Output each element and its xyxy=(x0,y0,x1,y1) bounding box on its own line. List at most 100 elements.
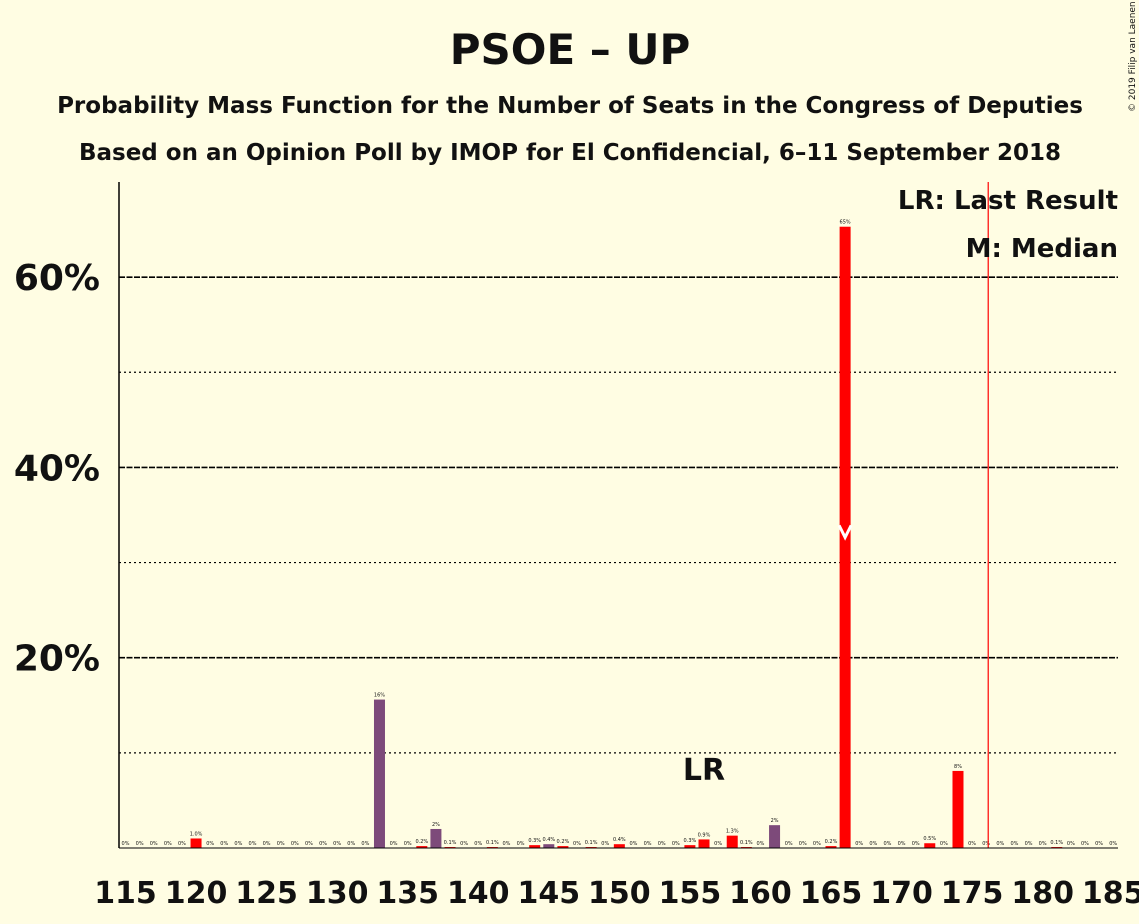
x-tick-label: 185 xyxy=(1082,876,1139,911)
bar-label-185: 0% xyxy=(1109,841,1117,847)
bar-label-172: 0.5% xyxy=(923,836,936,842)
bar-label-171: 0% xyxy=(912,841,920,847)
bar-label-128: 0% xyxy=(305,841,313,847)
x-tick-label: 135 xyxy=(376,876,439,911)
bar-label-119: 0% xyxy=(178,841,186,847)
markers: LR xyxy=(683,182,989,848)
bar-label-151: 0% xyxy=(629,841,637,847)
bar-label-140: 0% xyxy=(474,841,482,847)
bar-label-177: 0% xyxy=(996,841,1004,847)
bar-156 xyxy=(698,839,710,848)
bar-137 xyxy=(430,828,442,848)
bar-label-179: 0% xyxy=(1025,841,1033,847)
gridlines xyxy=(119,276,1118,754)
bar-label-144: 0.3% xyxy=(528,838,541,844)
bar-label-178: 0% xyxy=(1010,841,1018,847)
bar-155 xyxy=(684,845,696,848)
bar-label-156: 0.9% xyxy=(698,832,711,838)
bar-labels: 0% 0% 0% 0% 0% 1.0% 0% 0% 0% 0% 0% 0% 0% 0% 0% 0% 0% 0% 16… xyxy=(122,220,1118,847)
x-tick-label: 115 xyxy=(94,876,157,911)
chart-source: Based on an Opinion Poll by IMOP for El … xyxy=(79,140,1061,166)
bar-label-154: 0% xyxy=(672,841,680,847)
bar-label-132: 0% xyxy=(361,841,369,847)
bar-label-141: 0.1% xyxy=(486,840,499,846)
bar-174 xyxy=(952,770,964,848)
x-tick-label: 175 xyxy=(941,876,1004,911)
bar-label-176: 0% xyxy=(982,841,990,847)
bar-label-148: 0.1% xyxy=(585,840,598,846)
x-tick-label: 180 xyxy=(1011,876,1074,911)
bar-label-182: 0% xyxy=(1067,841,1075,847)
x-tick-label: 150 xyxy=(588,876,651,911)
bar-label-166: 65% xyxy=(840,220,851,226)
bar-label-143: 0% xyxy=(517,841,525,847)
x-tick-label: 145 xyxy=(517,876,580,911)
bar-label-118: 0% xyxy=(164,841,172,847)
bar-label-152: 0% xyxy=(644,841,652,847)
bar-label-147: 0% xyxy=(573,841,581,847)
bar-label-158: 1.3% xyxy=(726,829,739,835)
bar-label-183: 0% xyxy=(1081,841,1089,847)
y-axis-ticks: 20% 40% 60% xyxy=(14,258,100,680)
bar-label-155: 0.3% xyxy=(684,838,697,844)
bar-label-136: 0.2% xyxy=(415,839,428,845)
bar-label-180: 0% xyxy=(1039,841,1047,847)
bar-133 xyxy=(373,699,385,848)
bar-label-170: 0% xyxy=(898,841,906,847)
bar-158 xyxy=(726,835,738,848)
bar-label-126: 0% xyxy=(277,841,285,847)
bar-label-173: 0% xyxy=(940,841,948,847)
bar-label-164: 0% xyxy=(813,841,821,847)
bar-label-117: 0% xyxy=(150,841,158,847)
bar-120 xyxy=(190,838,202,848)
bar-label-146: 0.2% xyxy=(557,839,570,845)
bar-label-184: 0% xyxy=(1095,841,1103,847)
bar-136 xyxy=(416,846,428,848)
bar-label-137: 2% xyxy=(432,822,440,828)
bar-172 xyxy=(924,843,936,848)
bar-150 xyxy=(613,844,625,848)
bar-161 xyxy=(769,825,781,848)
bar-label-165: 0.2% xyxy=(825,839,838,845)
bar-label-181: 0.1% xyxy=(1050,840,1063,846)
bar-label-174: 8% xyxy=(954,764,962,770)
y-tick-label: 60% xyxy=(14,258,100,299)
legend-median: M: Median xyxy=(966,234,1118,264)
bar-label-134: 0% xyxy=(390,841,398,847)
bar-label-121: 0% xyxy=(206,841,214,847)
bar-label-139: 0% xyxy=(460,841,468,847)
bar-label-130: 0% xyxy=(333,841,341,847)
bar-label-150: 0.4% xyxy=(613,837,626,843)
bar-label-163: 0% xyxy=(799,841,807,847)
bar-label-167: 0% xyxy=(855,841,863,847)
bar-label-123: 0% xyxy=(234,841,242,847)
bar-label-142: 0% xyxy=(503,841,511,847)
bar-label-145: 0.4% xyxy=(542,837,555,843)
bar-label-169: 0% xyxy=(883,841,891,847)
chart-subtitle: Probability Mass Function for the Number… xyxy=(57,93,1083,119)
bar-146 xyxy=(557,846,569,848)
bar-label-122: 0% xyxy=(220,841,228,847)
bar-label-135: 0% xyxy=(404,841,412,847)
bars xyxy=(190,226,1063,848)
bar-label-124: 0% xyxy=(249,841,257,847)
x-tick-label: 125 xyxy=(235,876,298,911)
x-tick-label: 155 xyxy=(659,876,722,911)
bar-label-116: 0% xyxy=(136,841,144,847)
x-tick-label: 160 xyxy=(729,876,792,911)
bar-label-161: 2% xyxy=(771,818,779,824)
x-tick-label: 170 xyxy=(870,876,933,911)
median-marker xyxy=(837,524,853,541)
bar-label-157: 0% xyxy=(714,841,722,847)
x-tick-label: 165 xyxy=(800,876,863,911)
bar-label-162: 0% xyxy=(785,841,793,847)
bar-label-120: 1.0% xyxy=(190,831,203,837)
bar-144 xyxy=(529,845,541,848)
bar-145 xyxy=(543,844,555,848)
x-axis-ticks: 115 120 125 130 135 140 145 150 155 160 165 170 175 1… xyxy=(94,876,1139,911)
chart-title: PSOE – UP xyxy=(450,25,691,74)
bar-label-133: 16% xyxy=(374,693,385,699)
bar-label-175: 0% xyxy=(968,841,976,847)
bar-label-129: 0% xyxy=(319,841,327,847)
